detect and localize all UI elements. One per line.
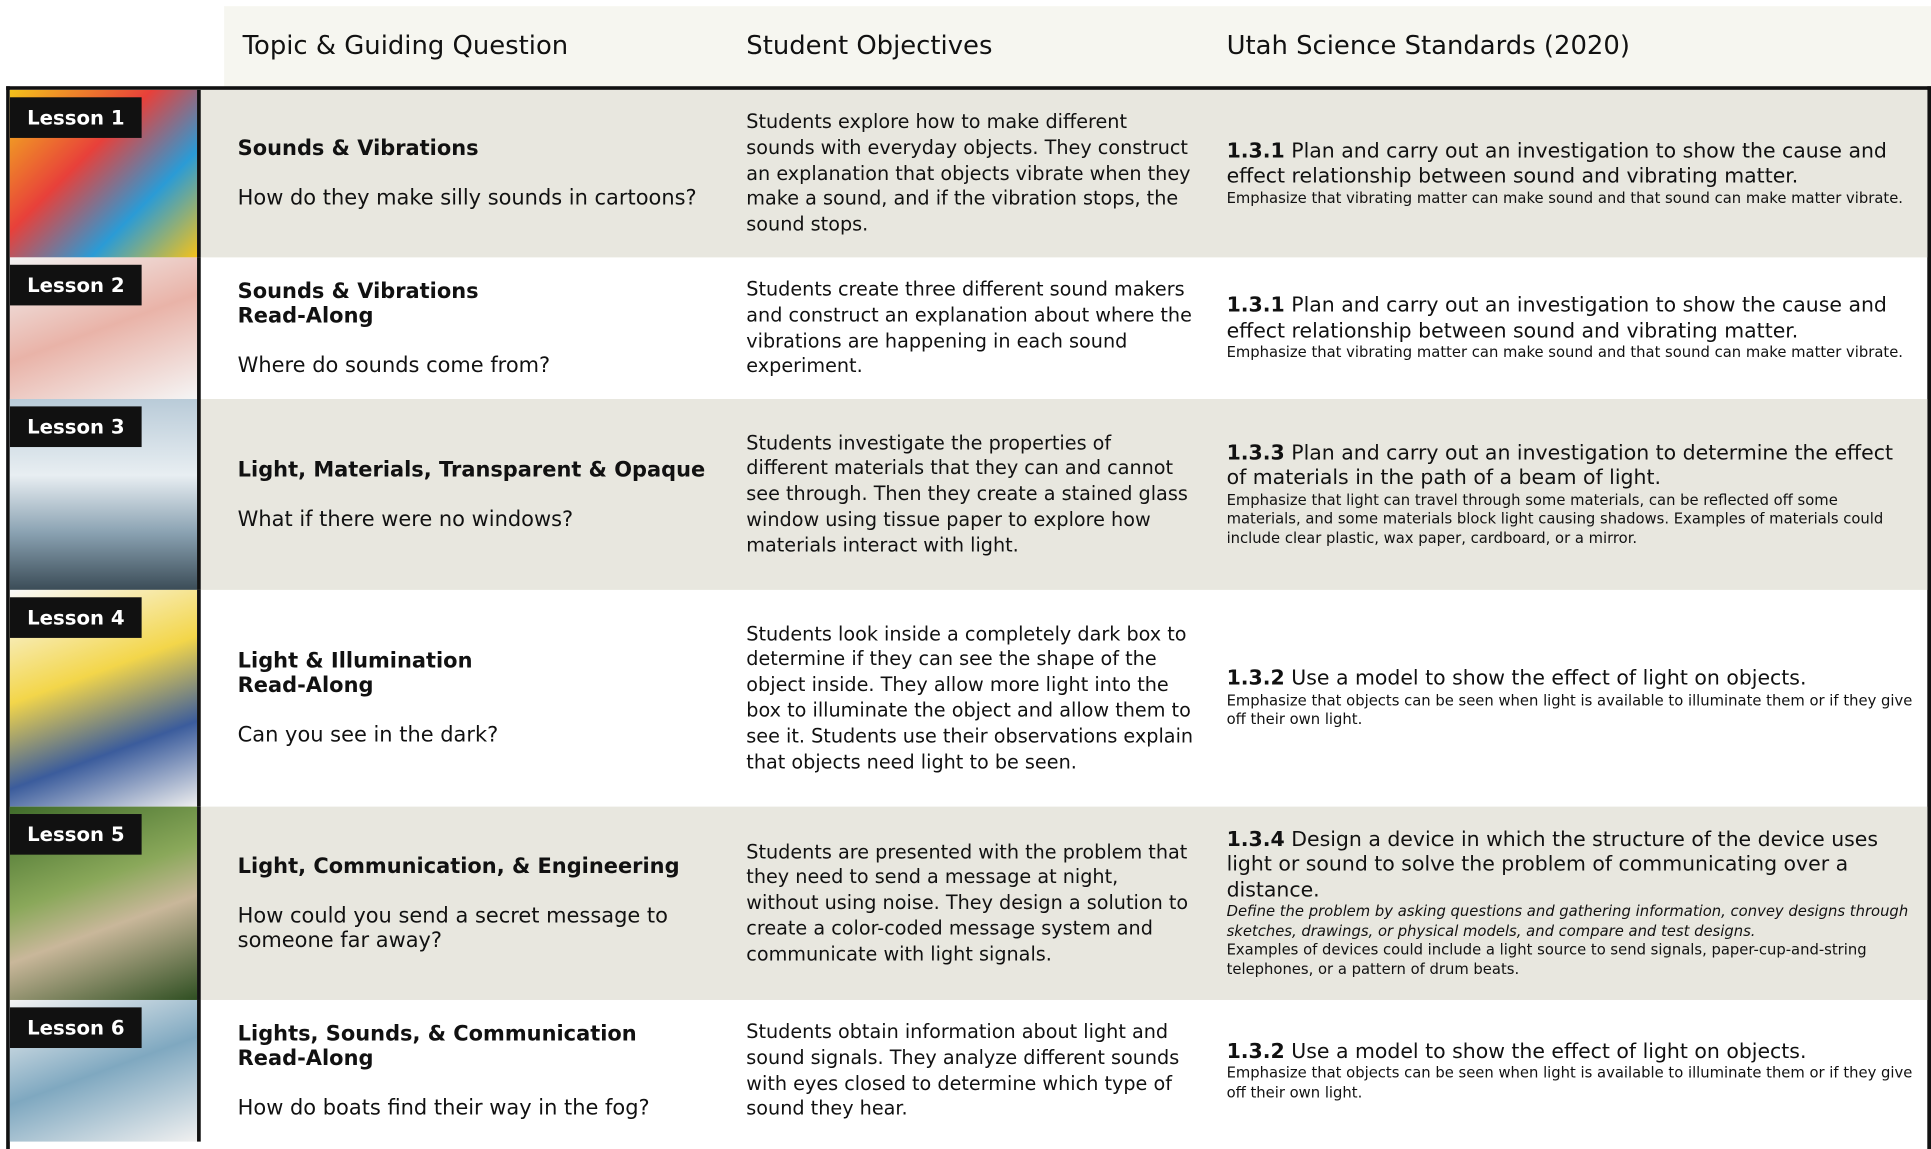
topic-cell: Light & Illumination Read-Along Can you s… xyxy=(238,590,731,807)
table-header: Topic & Guiding Question Student Objecti… xyxy=(224,6,1931,87)
standard-emphasis: Define the problem by asking questions a… xyxy=(1226,902,1909,940)
standard-code: 1.3.2 xyxy=(1226,1039,1285,1063)
objectives: Students create three different sound ma… xyxy=(746,278,1192,378)
topic-title: Light, Materials, Transparent & Opaque xyxy=(237,457,706,483)
topic-title: Lights, Sounds, & Communication Read-Alo… xyxy=(237,1021,637,1071)
lesson-image: Lesson 5 xyxy=(9,806,201,1000)
guiding-question: Can you see in the dark? xyxy=(237,722,499,748)
table-row: Lesson 2 Sounds & Vibrations Read-Along Wh… xyxy=(9,257,1927,400)
objectives-cell: Students are presented with the problem … xyxy=(746,807,1195,1000)
standard-code: 1.3.1 xyxy=(1226,293,1285,317)
objectives-cell: Students obtain information about light … xyxy=(746,1000,1195,1142)
standard-emphasis: Emphasize that vibrating matter can make… xyxy=(1226,189,1903,207)
guiding-question: How could you send a secret message to s… xyxy=(237,903,668,953)
objectives-cell: Students create three different sound ma… xyxy=(746,257,1195,399)
lesson-image: Lesson 3 xyxy=(9,399,201,590)
lesson-image: Lesson 1 xyxy=(9,89,201,258)
guiding-question: How do boats find their way in the fog? xyxy=(237,1095,650,1121)
objectives: Students explore how to make different s… xyxy=(746,110,1191,236)
objectives: Students look inside a completely dark b… xyxy=(746,622,1194,773)
topic-title: Light & Illumination Read-Along xyxy=(237,649,473,699)
guiding-question: What if there were no windows? xyxy=(237,506,574,532)
topic-title: Sounds & Vibrations xyxy=(237,136,479,162)
table-row: Lesson 6 Lights, Sounds, & Communication … xyxy=(9,999,1927,1142)
standard-code: 1.3.2 xyxy=(1226,666,1285,690)
standard-emphasis: Emphasize that light can travel through … xyxy=(1226,491,1884,547)
topic-cell: Sounds & Vibrations Read-Along Where do s… xyxy=(238,257,731,399)
objectives-cell: Students look inside a completely dark b… xyxy=(746,590,1195,807)
standard-code: 1.3.3 xyxy=(1226,440,1285,464)
standard-emphasis: Emphasize that vibrating matter can make… xyxy=(1226,343,1903,362)
lesson-image: Lesson 2 xyxy=(9,257,201,400)
standard-cell: 1.3.3 Plan and carry out an investigatio… xyxy=(1227,399,1917,590)
table-row: Lesson 1 Sounds & Vibrations How do they m… xyxy=(9,89,1928,258)
table-row: Lesson 4 Light & Illumination Read-Along C… xyxy=(9,589,1927,807)
standard-cell: 1.3.4 Design a device in which the struc… xyxy=(1227,807,1917,1000)
lesson-badge: Lesson 2 xyxy=(9,264,142,306)
standard-code: 1.3.4 xyxy=(1226,827,1285,851)
topic-title: Sounds & Vibrations Read-Along xyxy=(237,278,479,329)
objectives: Students are presented with the problem … xyxy=(746,840,1189,966)
standard-cell: 1.3.1 Plan and carry out an investigatio… xyxy=(1227,90,1917,257)
standard-code: 1.3.1 xyxy=(1226,138,1285,163)
standard-cell: 1.3.2 Use a model to show the effect of … xyxy=(1227,590,1917,807)
objectives-cell: Students investigate the properties of d… xyxy=(746,399,1195,590)
column-header: Student Objectives xyxy=(746,30,993,61)
standard-cell: 1.3.2 Use a model to show the effect of … xyxy=(1227,1000,1917,1142)
topic-cell: Light, Communication, & Engineering How c… xyxy=(238,807,731,1000)
standard-text: Design a device in which the structure o… xyxy=(1226,827,1879,902)
guiding-question: How do they make silly sounds in cartoon… xyxy=(237,185,697,211)
objectives: Students investigate the properties of d… xyxy=(746,431,1188,557)
standard-emphasis: Emphasize that objects can be seen when … xyxy=(1226,691,1913,729)
standard-text: Use a model to show the effect of light … xyxy=(1291,666,1807,690)
column-header: Topic & Guiding Question xyxy=(242,30,569,61)
topic-cell: Sounds & Vibrations How do they make sill… xyxy=(238,90,731,257)
standard-emphasis: Emphasize that objects can be seen when … xyxy=(1226,1064,1913,1101)
topic-cell: Light, Materials, Transparent & Opaque Wh… xyxy=(238,399,731,590)
standard: 1.3.3 Plan and carry out an investigatio… xyxy=(1227,441,1917,491)
lesson-badge: Lesson 1 xyxy=(9,97,142,138)
standard-cell: 1.3.1 Plan and carry out an investigatio… xyxy=(1227,257,1917,399)
lesson-badge: Lesson 5 xyxy=(9,814,142,855)
standard-text: Plan and carry out an investigation to s… xyxy=(1226,293,1887,343)
standard: 1.3.2 Use a model to show the effect of … xyxy=(1227,1039,1917,1064)
column-header: Utah Science Standards (2020) xyxy=(1226,30,1630,61)
table-row: Lesson 5 Light, Communication, & Engineer… xyxy=(9,806,1928,1000)
table-body: Lesson 1 Sounds & Vibrations How do they m… xyxy=(6,86,1931,1149)
topic-cell: Lights, Sounds, & Communication Read-Alo… xyxy=(238,1000,731,1142)
standard: 1.3.1 Plan and carry out an investigatio… xyxy=(1227,139,1917,189)
topic-title: Light, Communication, & Engineering xyxy=(237,854,680,879)
lesson-badge: Lesson 3 xyxy=(9,406,142,448)
standard: 1.3.2 Use a model to show the effect of … xyxy=(1227,667,1917,692)
lesson-image: Lesson 6 xyxy=(9,999,201,1142)
objectives: Students obtain information about light … xyxy=(746,1020,1180,1120)
standard-text: Plan and carry out an investigation to s… xyxy=(1226,138,1887,188)
table-row: Lesson 3 Light, Materials, Transparent & … xyxy=(9,399,1928,590)
standard-text: Use a model to show the effect of light … xyxy=(1291,1039,1807,1063)
lesson-badge: Lesson 6 xyxy=(9,1007,142,1049)
guiding-question: Where do sounds come from? xyxy=(237,352,551,378)
standard: 1.3.4 Design a device in which the struc… xyxy=(1227,827,1917,903)
standard-emphasis: Examples of devices could include a ligh… xyxy=(1226,941,1867,978)
lesson-image: Lesson 4 xyxy=(9,589,201,807)
standard-text: Plan and carry out an investigation to d… xyxy=(1226,440,1893,490)
objectives-cell: Students explore how to make different s… xyxy=(746,90,1195,257)
lesson-badge: Lesson 4 xyxy=(9,597,142,638)
standard: 1.3.1 Plan and carry out an investigatio… xyxy=(1227,293,1917,343)
